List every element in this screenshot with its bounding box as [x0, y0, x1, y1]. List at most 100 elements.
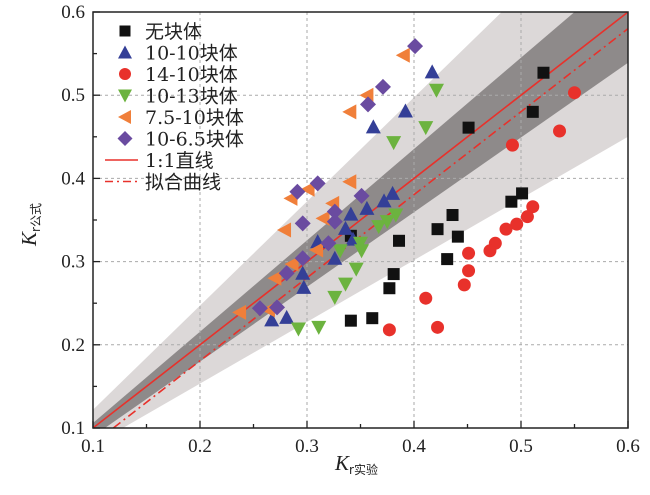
data-point	[326, 213, 343, 230]
data-point	[395, 47, 410, 63]
data-point	[232, 304, 247, 320]
y-tick-label: 0.6	[61, 2, 85, 23]
data-point	[526, 105, 539, 118]
legend-label: 7.5-10块体	[145, 107, 244, 129]
data-point	[295, 265, 311, 280]
legend-label: 10-13块体	[145, 86, 238, 108]
x-axis-title: Kr实验	[334, 451, 378, 477]
data-point	[278, 265, 295, 282]
data-point	[385, 185, 401, 200]
data-point	[386, 136, 402, 151]
reference-lines	[93, 12, 628, 428]
y-tick-label: 0.4	[61, 168, 85, 189]
y-axis-title: Kr公式	[17, 203, 43, 247]
legend-label: 1:1直线	[145, 150, 214, 172]
data-point	[446, 209, 459, 222]
data-point	[279, 309, 295, 324]
legend-marker	[119, 68, 131, 80]
data-point	[294, 250, 311, 267]
data-point	[568, 86, 581, 100]
data-point	[382, 323, 396, 337]
data-point	[342, 104, 357, 120]
data-point	[499, 222, 513, 236]
fit-curve-line	[112, 28, 628, 428]
x-tick-labels: 0.1 0.2 0.3 0.4 0.5 0.6	[81, 436, 640, 457]
data-point	[315, 210, 330, 226]
data-point	[251, 300, 268, 317]
data-point	[344, 314, 357, 327]
data-point	[526, 200, 540, 214]
y-tick-label: 0.2	[61, 335, 85, 356]
data-point	[359, 200, 375, 215]
legend-label: 14-10块体	[145, 64, 238, 86]
data-point	[505, 195, 518, 208]
data-point	[338, 220, 354, 235]
data-point	[284, 256, 299, 272]
legend: 无块体10-10块体14-10块体10-13块体7.5-10块体10-6.5块体…	[105, 21, 244, 194]
data-point	[342, 174, 357, 190]
data-point	[431, 320, 445, 334]
data-point	[397, 103, 413, 118]
x-tick-label: 0.4	[402, 436, 426, 457]
data-point	[457, 278, 471, 292]
legend-marker	[118, 45, 132, 59]
data-point	[365, 119, 381, 134]
data-point	[332, 244, 348, 259]
data-point	[462, 121, 475, 134]
data-point	[269, 299, 286, 316]
data-point	[359, 96, 376, 113]
data-point	[462, 264, 476, 278]
gridlines	[93, 12, 628, 428]
data-point	[393, 234, 406, 247]
data-point	[462, 246, 476, 260]
legend-label: 拟合曲线	[145, 172, 221, 194]
data-point	[510, 217, 524, 231]
legend-label: 无块体	[145, 21, 202, 43]
data-point	[311, 320, 327, 335]
data-point	[348, 262, 364, 277]
series-3	[290, 83, 444, 337]
data-point	[431, 223, 444, 236]
inner-band	[93, 12, 628, 428]
y-tick-label: 0.3	[61, 252, 85, 273]
data-point	[376, 193, 392, 208]
data-points	[232, 38, 581, 337]
data-point	[338, 277, 354, 292]
data-point	[387, 268, 400, 281]
x-tick-label: 0.5	[509, 436, 533, 457]
data-point	[537, 66, 550, 79]
data-point	[483, 244, 497, 258]
data-point	[294, 215, 311, 232]
data-point	[419, 291, 433, 305]
data-point	[327, 250, 343, 265]
data-point	[327, 290, 343, 305]
data-point	[520, 210, 534, 224]
x-tick-label: 0.3	[295, 436, 319, 457]
legend-marker	[118, 89, 132, 103]
data-point	[451, 230, 464, 243]
y-tick-labels: 0.1 0.2 0.3 0.4 0.5 0.6	[61, 2, 85, 439]
series-2	[382, 86, 581, 337]
legend-marker	[119, 25, 131, 37]
legend-label: 10-6.5块体	[145, 129, 244, 151]
series-5	[251, 38, 424, 317]
data-point	[353, 187, 370, 204]
data-point	[379, 215, 395, 230]
data-point	[326, 203, 343, 220]
axis-ticks	[92, 11, 629, 429]
data-point	[309, 175, 326, 192]
legend-label: 10-10块体	[145, 43, 238, 65]
data-point	[553, 124, 567, 138]
data-point	[424, 64, 440, 79]
data-point	[388, 208, 404, 223]
x-tick-label: 0.2	[188, 436, 212, 457]
data-point	[441, 253, 454, 266]
data-point	[516, 187, 529, 200]
data-point	[267, 270, 282, 286]
data-point	[296, 279, 312, 294]
data-point	[407, 38, 424, 55]
data-point	[428, 83, 444, 98]
data-point	[354, 244, 370, 259]
data-point	[371, 220, 387, 235]
